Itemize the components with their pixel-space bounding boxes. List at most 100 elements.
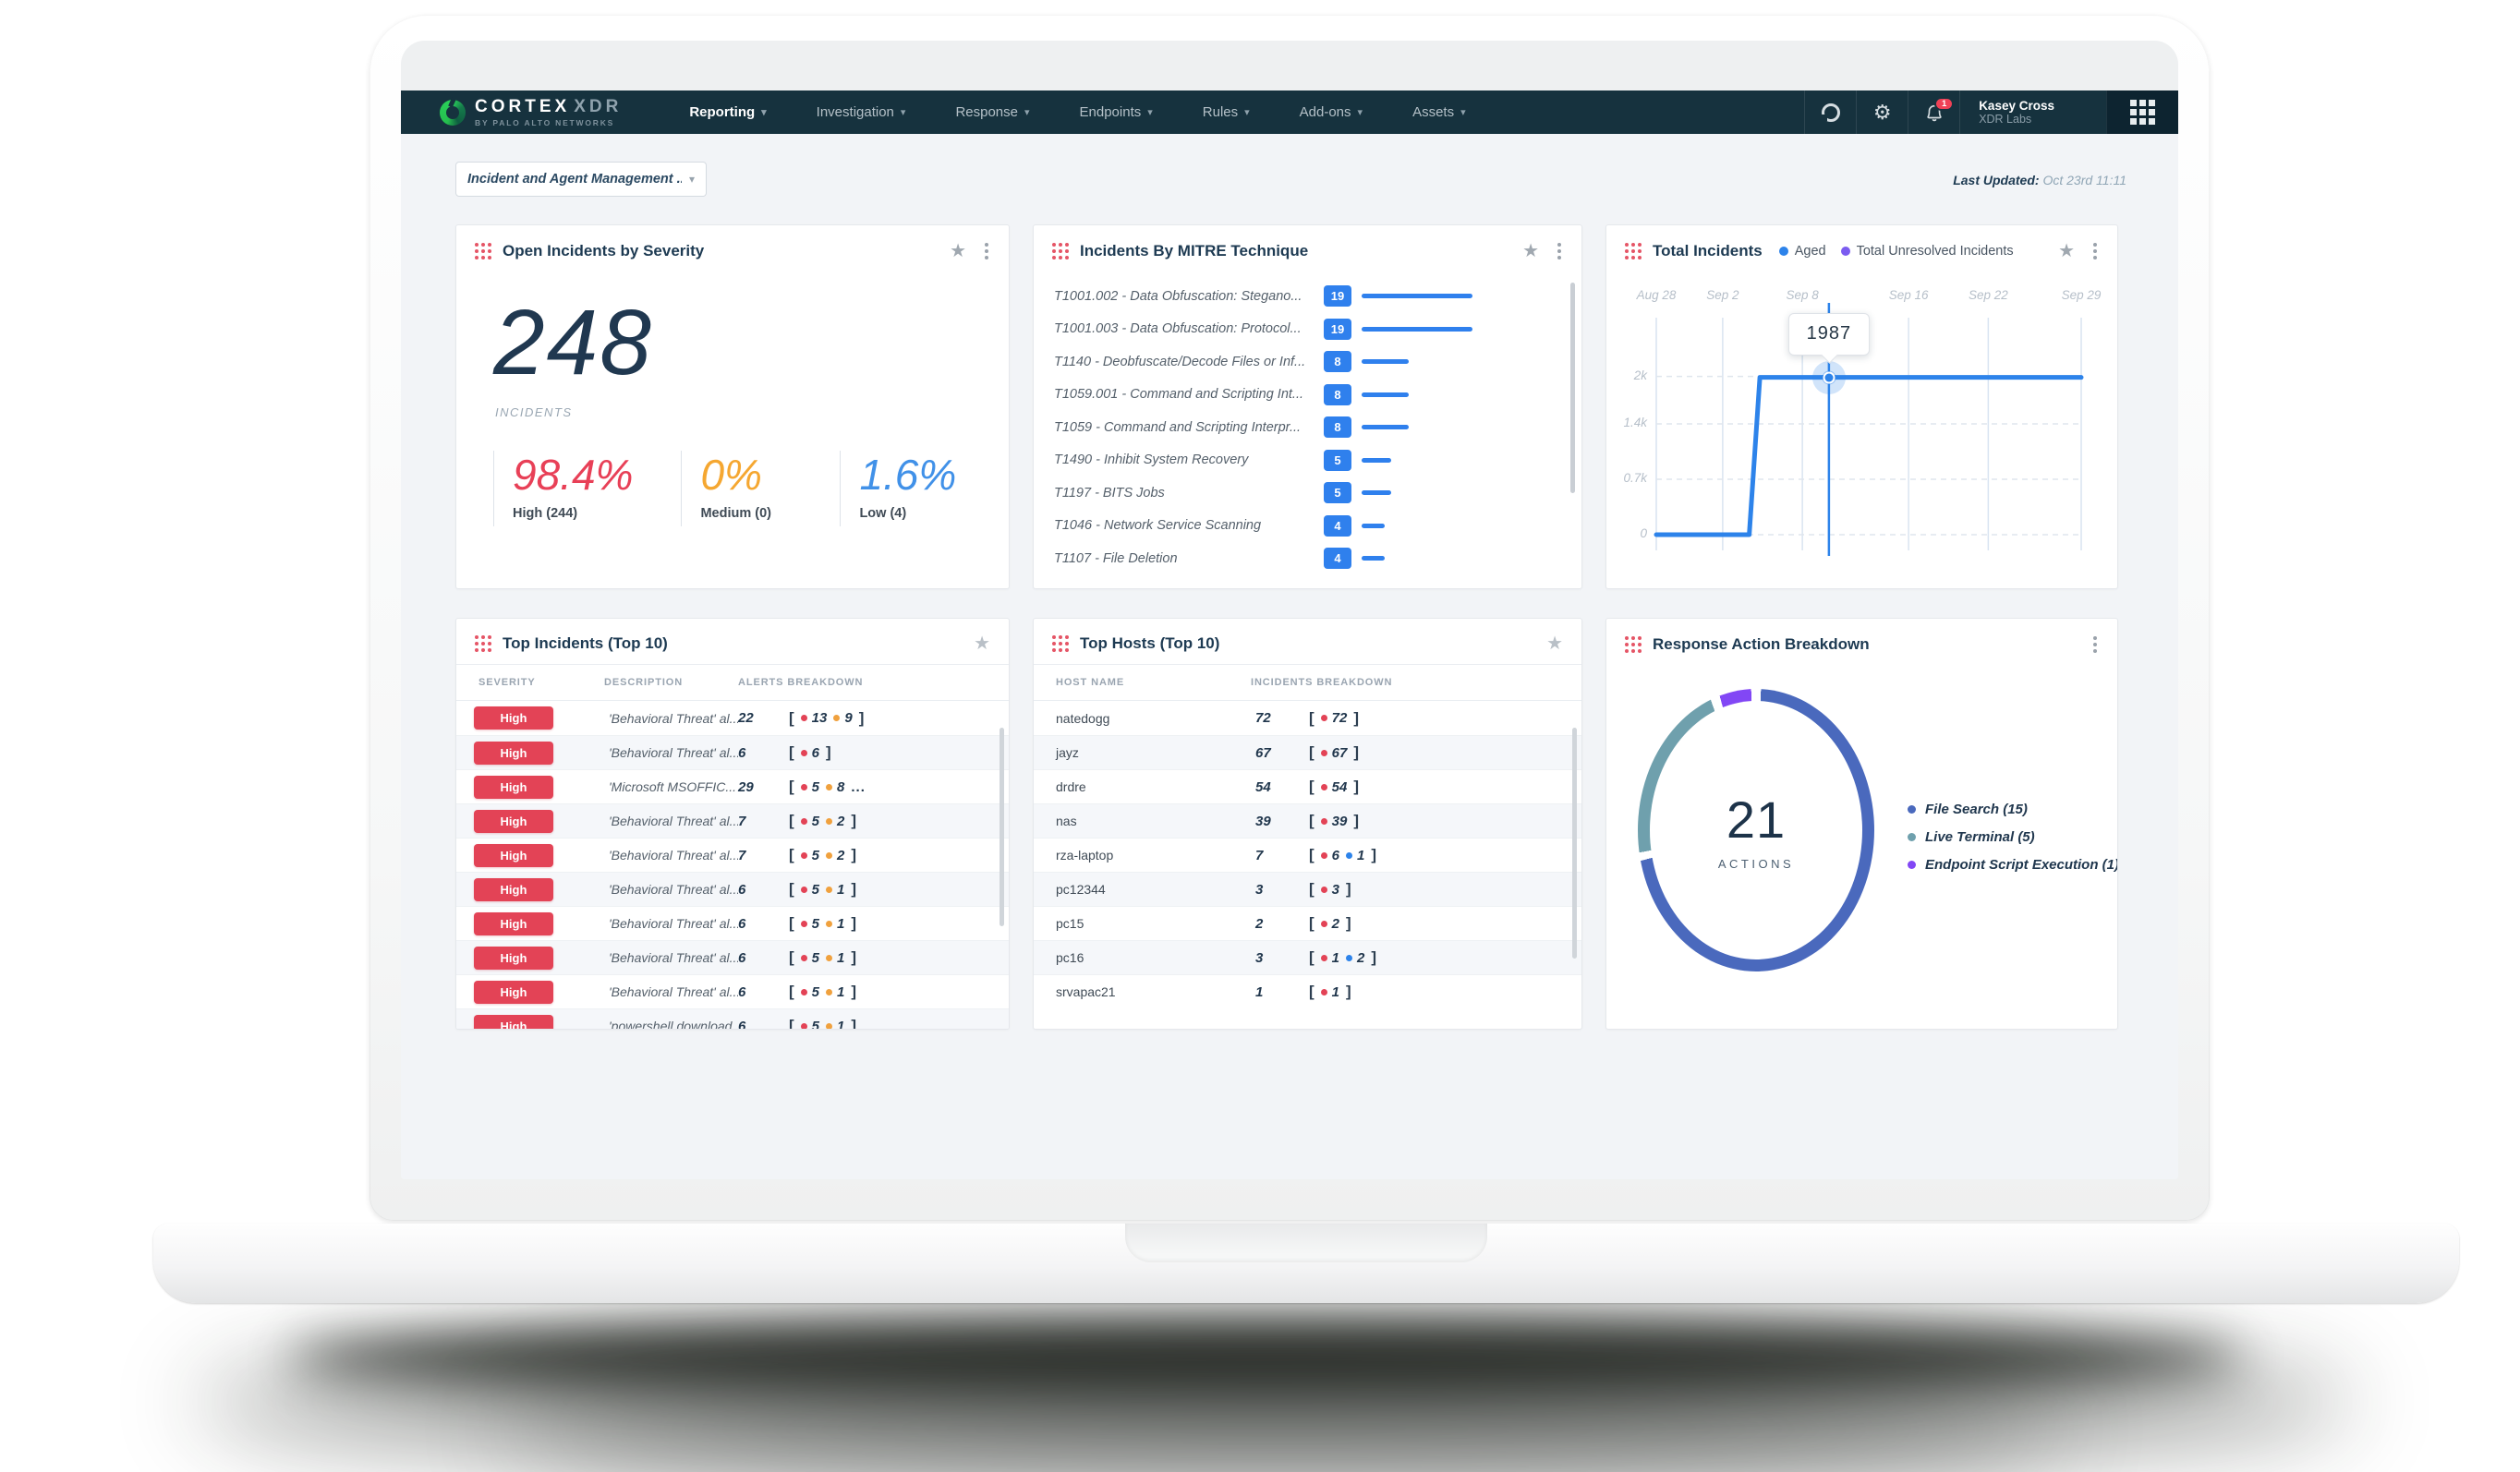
mitre-technique-row[interactable]: T1001.003 - Data Obfuscation: Protocol..… bbox=[1054, 313, 1557, 346]
kebab-menu-icon[interactable] bbox=[1556, 241, 1563, 261]
alerts-breakdown: [54] bbox=[1309, 778, 1360, 795]
x-axis-tick: Sep 2 bbox=[1706, 288, 1739, 302]
drag-handle-icon[interactable] bbox=[1625, 636, 1642, 653]
x-axis-tick: Sep 29 bbox=[2061, 288, 2102, 302]
count-badge: 5 bbox=[1324, 482, 1351, 504]
severity-count-label: Low (4) bbox=[859, 506, 907, 522]
mitre-technique-row[interactable]: T1197 - BITS Jobs 5 bbox=[1054, 477, 1557, 510]
host-row[interactable]: jayz 67 [67] bbox=[1034, 735, 1581, 769]
alerts-breakdown: [5 1] bbox=[789, 1017, 857, 1030]
donut-center: 21 ACTIONS bbox=[1650, 701, 1862, 959]
alert-count: 6 bbox=[738, 1018, 746, 1030]
chevron-down-icon: ▾ bbox=[900, 107, 906, 118]
incident-count: 1 bbox=[1255, 983, 1264, 1000]
settings-button[interactable]: ⚙ bbox=[1856, 90, 1908, 134]
severity-badge: High bbox=[474, 775, 553, 799]
count-badge: 4 bbox=[1324, 548, 1351, 570]
total-incidents-line-chart: Aug 28 Sep 2 Sep 8 Sep 16 Sep 22 Sep 29 2k 1.4k… bbox=[1623, 288, 2101, 565]
widget-response-action-breakdown: Response Action Breakdown 21 ACTIONS Fil… bbox=[1605, 618, 2118, 1030]
y-axis-tick: 2k bbox=[1633, 368, 1647, 382]
host-row[interactable]: natedogg 72 [72] bbox=[1034, 701, 1581, 735]
incident-row[interactable]: High 'Behavioral Threat' al... 6 [6] bbox=[456, 735, 1009, 769]
scrollbar-thumb[interactable] bbox=[1570, 283, 1575, 493]
severity-badge: High bbox=[474, 843, 553, 867]
drag-handle-icon[interactable] bbox=[475, 243, 491, 259]
table-column-headers: HOST NAME INCIDENTS BREAKDOWN bbox=[1034, 664, 1581, 701]
host-row[interactable]: pc16 3 [1 2] bbox=[1034, 940, 1581, 974]
user-menu[interactable]: Kasey Cross XDR Labs bbox=[1959, 90, 2073, 134]
nav-item-assets[interactable]: Assets ▾ bbox=[1412, 104, 1466, 120]
kebab-menu-icon[interactable] bbox=[983, 241, 990, 261]
table-column-headers: SEVERITY DESCRIPTION ALERTS BREAKDOWN bbox=[456, 664, 1009, 701]
dashboard-selector-dropdown[interactable]: Incident and Agent Management ... ▾ bbox=[455, 162, 707, 197]
host-row[interactable]: pc15 2 [2] bbox=[1034, 906, 1581, 940]
widget-title: Response Action Breakdown bbox=[1653, 635, 1870, 653]
kebab-menu-icon[interactable] bbox=[2091, 241, 2099, 261]
favorite-star-icon[interactable]: ★ bbox=[950, 241, 966, 261]
y-axis-tick: 0.7k bbox=[1623, 471, 1647, 485]
cortex-xdr-logo[interactable]: CORTEX XDR BY PALO ALTO NETWORKS bbox=[401, 90, 622, 134]
favorite-star-icon[interactable]: ★ bbox=[2058, 241, 2075, 261]
last-updated-label: Last Updated: bbox=[1953, 173, 2040, 187]
alert-count: 22 bbox=[738, 710, 754, 726]
widget-top-hosts: Top Hosts (Top 10) ★ HOST NAME INCIDENTS… bbox=[1033, 618, 1582, 1030]
mitre-technique-row[interactable]: T1059.001 - Command and Scripting Int...… bbox=[1054, 379, 1557, 412]
legend-item: Endpoint Script Execution (1) bbox=[1908, 857, 2117, 873]
host-row[interactable]: nas 39 [39] bbox=[1034, 803, 1581, 838]
host-row[interactable]: rza-laptop 7 [6 1] bbox=[1034, 838, 1581, 872]
drag-handle-icon[interactable] bbox=[475, 635, 491, 652]
mitre-technique-row[interactable]: T1001.002 - Data Obfuscation: Stegano...… bbox=[1054, 280, 1557, 313]
drag-handle-icon[interactable] bbox=[1052, 243, 1069, 259]
drag-handle-icon[interactable] bbox=[1625, 243, 1642, 259]
incident-row[interactable]: High 'Behavioral Threat' al... 6 [5 1] bbox=[456, 906, 1009, 940]
scrollbar-thumb[interactable] bbox=[1000, 728, 1004, 926]
incident-row[interactable]: High 'Behavioral Threat' al... 22 [13 9] bbox=[456, 701, 1009, 735]
nav-item-response[interactable]: Response ▾ bbox=[955, 104, 1030, 120]
alerts-breakdown: [5 8... bbox=[789, 778, 866, 795]
host-row[interactable]: drdre 54 [54] bbox=[1034, 769, 1581, 803]
nav-item-rules[interactable]: Rules ▾ bbox=[1202, 104, 1250, 120]
nav-item-add-ons[interactable]: Add-ons ▾ bbox=[1299, 104, 1363, 120]
notification-badge: 1 bbox=[1934, 97, 1955, 111]
main-menu: Reporting ▾ Investigation ▾ Response ▾ Endp… bbox=[664, 90, 1490, 134]
user-name: Kasey Cross bbox=[1979, 98, 2054, 113]
severity-badge: High bbox=[474, 1014, 553, 1029]
data-point[interactable] bbox=[1823, 371, 1835, 384]
top-hosts-table: natedogg 72 [72] jayz 67 [67] drdre 54 [… bbox=[1034, 701, 1581, 1008]
incident-row[interactable]: High 'powershell download... 6 [5 1] bbox=[456, 1008, 1009, 1030]
incident-row[interactable]: High 'Behavioral Threat' al... 6 [5 1] bbox=[456, 974, 1009, 1008]
alerts-breakdown: [5 1] bbox=[789, 880, 857, 898]
host-name: natedogg bbox=[1056, 710, 1110, 726]
scrollbar-thumb[interactable] bbox=[1572, 728, 1577, 959]
nav-item-reporting[interactable]: Reporting ▾ bbox=[689, 104, 767, 120]
incident-row[interactable]: High 'Behavioral Threat' al... 6 [5 1] bbox=[456, 872, 1009, 906]
mitre-technique-row[interactable]: T1107 - File Deletion 4 bbox=[1054, 542, 1557, 575]
host-row[interactable]: pc12344 3 [3] bbox=[1034, 872, 1581, 906]
mitre-technique-row[interactable]: T1490 - Inhibit System Recovery 5 bbox=[1054, 444, 1557, 477]
dashboard-selector-value: Incident and Agent Management ... bbox=[467, 172, 682, 187]
bar bbox=[1362, 392, 1409, 397]
legend-item: Live Terminal (5) bbox=[1908, 829, 2117, 845]
favorite-star-icon[interactable]: ★ bbox=[1546, 633, 1563, 654]
whats-new-button[interactable] bbox=[1804, 90, 1856, 134]
nav-item-investigation[interactable]: Investigation ▾ bbox=[816, 104, 906, 120]
kebab-menu-icon[interactable] bbox=[2091, 634, 2099, 655]
incident-row[interactable]: High 'Microsoft MSOFFIC... 29 [5 8... bbox=[456, 769, 1009, 803]
incident-row[interactable]: High 'Behavioral Threat' al... 7 [5 2] bbox=[456, 838, 1009, 872]
mitre-technique-row[interactable]: T1140 - Deobfuscate/Decode Files or Inf.… bbox=[1054, 345, 1557, 379]
widget-total-incidents: Total Incidents Aged Total Unresolved In… bbox=[1605, 224, 2118, 589]
favorite-star-icon[interactable]: ★ bbox=[974, 633, 990, 654]
incident-row[interactable]: High 'Behavioral Threat' al... 7 [5 2] bbox=[456, 803, 1009, 838]
drag-handle-icon[interactable] bbox=[1052, 635, 1069, 652]
app-launcher-button[interactable] bbox=[2106, 90, 2178, 134]
severity-badge: High bbox=[474, 741, 553, 765]
alerts-breakdown: [5 2] bbox=[789, 812, 857, 829]
host-row[interactable]: srvapac21 1 [1] bbox=[1034, 974, 1581, 1008]
mitre-technique-row[interactable]: T1059 - Command and Scripting Interpr...… bbox=[1054, 411, 1557, 444]
notifications-button[interactable]: 1 bbox=[1908, 90, 1959, 134]
bar bbox=[1362, 556, 1385, 561]
nav-item-endpoints[interactable]: Endpoints ▾ bbox=[1079, 104, 1153, 120]
favorite-star-icon[interactable]: ★ bbox=[1522, 241, 1539, 261]
incident-row[interactable]: High 'Behavioral Threat' al... 6 [5 1] bbox=[456, 940, 1009, 974]
mitre-technique-row[interactable]: T1046 - Network Service Scanning 4 bbox=[1054, 510, 1557, 543]
